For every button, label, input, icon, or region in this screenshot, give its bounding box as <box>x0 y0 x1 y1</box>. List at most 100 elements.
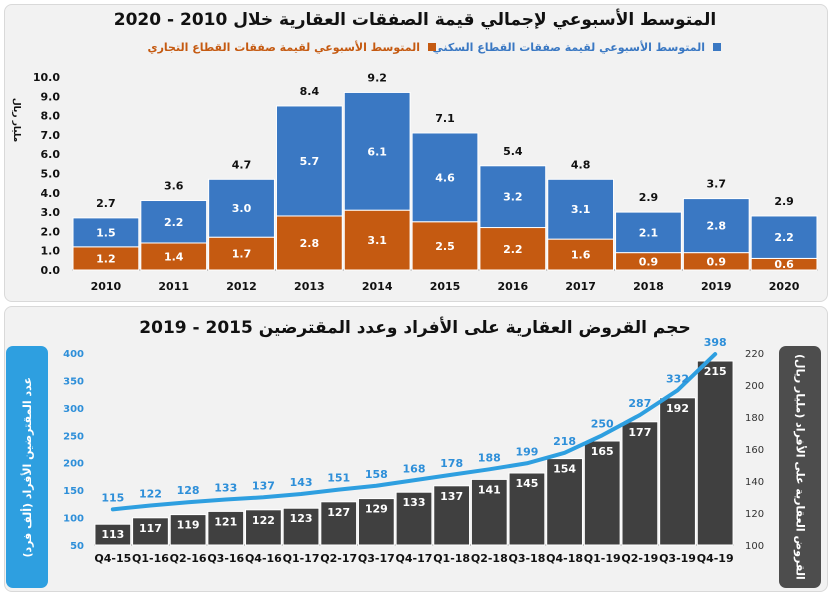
chart2-x-tick: Q4-15 <box>94 552 131 565</box>
bar-residential <box>72 217 140 248</box>
label-loans: 121 <box>214 515 237 528</box>
chart2-x-tick: Q1-17 <box>283 552 320 565</box>
chart1-title: المتوسط الأسبوعي لإجمالي قيمة الصفقات ال… <box>114 9 717 30</box>
label-residential: 1.5 <box>96 226 116 239</box>
chart1-y-tick: 8.0 <box>41 110 61 123</box>
bar-commercial <box>547 238 615 271</box>
bar-loans <box>546 458 583 546</box>
bar-loans <box>207 510 245 546</box>
chart2-x-tick: Q2-18 <box>471 552 508 565</box>
label-loans: 137 <box>440 490 463 503</box>
label-loans: 113 <box>101 528 124 541</box>
label-borrowers: 151 <box>327 472 350 485</box>
chart1-y-tick: 10.0 <box>33 71 60 84</box>
chart1-y-tick: 6.0 <box>41 148 61 161</box>
left-axis-label-box: عدد المقترضين الأفراد (ألف فرد) <box>6 346 48 588</box>
label-residential: 3.2 <box>503 191 523 204</box>
legend-swatch-residential <box>713 43 721 51</box>
bar-commercial <box>343 209 411 271</box>
right-axis-tick: 140 <box>745 477 764 488</box>
bar-loans <box>169 514 207 546</box>
right-axis-tick: 200 <box>745 381 764 392</box>
stacked-bar-chart: المتوسط الأسبوعي لإجمالي قيمة الصفقات ال… <box>11 9 818 293</box>
chart2-x-tick: Q1-19 <box>584 552 621 565</box>
label-loans: 119 <box>177 519 200 532</box>
label-residential: 5.7 <box>300 155 320 168</box>
label-borrowers: 332 <box>666 372 689 385</box>
label-borrowers: 168 <box>403 462 426 475</box>
label-total: 2.7 <box>96 197 116 210</box>
chart2-x-tick: Q2-17 <box>320 552 357 565</box>
label-loans: 127 <box>327 506 350 519</box>
label-total: 9.2 <box>367 71 387 84</box>
label-total: 8.4 <box>300 85 320 98</box>
bar-loans <box>470 478 508 546</box>
label-residential: 4.6 <box>435 171 455 184</box>
bar-loans <box>132 517 169 546</box>
bar-loans <box>583 440 621 546</box>
chart1-x-tick: 2011 <box>158 280 189 293</box>
label-borrowers: 188 <box>478 451 501 464</box>
chart1-x-tick: 2015 <box>430 280 461 293</box>
chart2-x-tick: Q4-17 <box>396 552 433 565</box>
label-residential: 2.2 <box>774 231 794 244</box>
label-loans: 133 <box>403 496 426 509</box>
right-axis-tick: 120 <box>745 509 764 520</box>
chart2-x-tick: Q2-16 <box>170 552 207 565</box>
label-residential: 2.8 <box>707 220 727 233</box>
label-borrowers: 143 <box>290 476 313 489</box>
bar-loans <box>696 360 734 546</box>
bar-loans <box>508 472 546 546</box>
bar-loans <box>94 523 132 546</box>
chart2-x-tick: Q4-18 <box>546 552 583 565</box>
left-axis-tick: 250 <box>63 431 84 442</box>
bar-residential <box>615 211 682 254</box>
label-borrowers: 158 <box>365 468 388 481</box>
chart1-y-tick: 0.0 <box>41 264 61 277</box>
label-residential: 3.1 <box>571 203 591 216</box>
label-total: 3.7 <box>707 178 727 191</box>
bar-loans <box>282 507 320 546</box>
legend-commercial: المتوسط الأسبوعي لقيمة صفقات القطاع التج… <box>148 40 421 54</box>
label-borrowers: 122 <box>139 488 162 501</box>
bar-loans <box>395 491 433 546</box>
label-loans: 177 <box>628 426 651 439</box>
bar-loans <box>320 501 358 546</box>
right-axis-tick: 220 <box>745 349 764 360</box>
label-total: 4.7 <box>232 158 252 171</box>
bar-loans <box>433 485 471 546</box>
label-loans: 117 <box>139 522 162 535</box>
right-axis-tick: 100 <box>745 541 764 552</box>
label-commercial: 1.7 <box>232 248 252 261</box>
label-borrowers: 218 <box>553 435 576 448</box>
chart1-ylabel: مليار ريال <box>11 98 21 142</box>
label-commercial: 0.6 <box>774 258 794 271</box>
bar-residential <box>343 91 411 211</box>
label-commercial: 1.6 <box>571 249 591 262</box>
chart1-x-tick: 2010 <box>91 280 122 293</box>
label-residential: 2.1 <box>639 226 659 239</box>
label-borrowers: 133 <box>214 481 237 494</box>
left-axis-tick: 350 <box>63 376 84 387</box>
right-axis-tick: 160 <box>745 445 764 456</box>
left-axis-label: عدد المقترضين الأفراد (ألف فرد) <box>20 376 34 558</box>
label-commercial: 2.8 <box>300 237 320 250</box>
label-borrowers: 398 <box>704 336 727 349</box>
label-commercial: 2.5 <box>435 240 455 253</box>
right-axis-label: القروض العقارية على الأفراد (مليار ريال) <box>793 354 807 580</box>
label-commercial: 1.2 <box>96 252 116 265</box>
chart1-x-tick: 2017 <box>565 280 596 293</box>
chart2-x-tick: Q2-19 <box>621 552 658 565</box>
label-commercial: 0.9 <box>639 255 659 268</box>
label-commercial: 3.1 <box>367 234 387 247</box>
label-loans: 215 <box>704 365 727 378</box>
bar-residential <box>682 198 750 254</box>
chart1-y-tick: 2.0 <box>41 225 61 238</box>
label-borrowers: 178 <box>440 457 463 470</box>
chart1-x-tick: 2013 <box>294 280 325 293</box>
label-loans: 122 <box>252 514 275 527</box>
chart1-y-tick: 5.0 <box>41 168 61 181</box>
chart1-x-tick: 2018 <box>633 280 664 293</box>
chart1-y-tick: 4.0 <box>41 187 61 200</box>
label-residential: 6.1 <box>367 145 387 158</box>
